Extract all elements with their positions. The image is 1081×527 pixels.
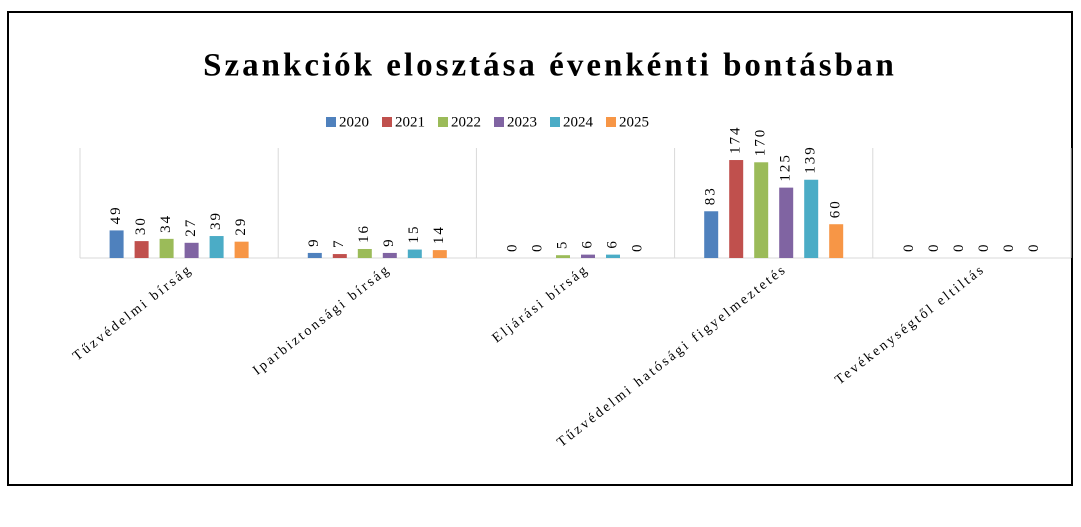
chart-title: Szankciók elosztása évenkénti bontásban [203, 48, 897, 84]
value-label: 83 [703, 186, 719, 205]
bar [382, 252, 397, 258]
value-label: 34 [158, 214, 174, 233]
value-label: 0 [1026, 243, 1042, 253]
bar [804, 179, 819, 258]
legend-swatch [606, 117, 616, 127]
legend-swatch [326, 117, 336, 127]
value-label: 0 [976, 243, 992, 253]
value-label: 29 [233, 217, 249, 236]
value-label: 170 [753, 128, 769, 157]
value-label: 139 [803, 145, 819, 174]
legend-label: 2025 [619, 114, 649, 130]
bar [109, 230, 124, 258]
value-label: 0 [504, 243, 520, 253]
bar [432, 250, 447, 258]
value-label: 5 [554, 240, 570, 250]
bar [704, 211, 719, 258]
bar [779, 187, 794, 258]
value-label: 0 [629, 243, 645, 253]
bar [407, 249, 422, 258]
value-label: 125 [778, 153, 794, 182]
value-label: 0 [901, 243, 917, 253]
value-label: 6 [604, 239, 620, 249]
bar [581, 254, 595, 258]
legend-label: 2020 [339, 114, 369, 130]
value-label: 9 [306, 237, 322, 247]
value-label: 15 [406, 225, 422, 244]
value-label: 39 [208, 211, 224, 230]
value-label: 0 [529, 243, 545, 253]
bar [159, 238, 174, 258]
value-label: 0 [1001, 243, 1017, 253]
legend-label: 2024 [563, 114, 594, 130]
bar [209, 236, 224, 258]
value-label: 6 [579, 239, 595, 249]
bar [357, 248, 372, 258]
value-label: 16 [356, 224, 372, 243]
value-label: 14 [431, 225, 447, 244]
value-label: 0 [926, 243, 942, 253]
bar [754, 162, 769, 258]
legend-label: 2021 [395, 114, 425, 130]
legend-swatch [550, 117, 560, 127]
legend-label: 2023 [507, 114, 537, 130]
value-label: 174 [728, 126, 744, 155]
value-label: 9 [381, 237, 397, 247]
value-label: 7 [331, 239, 347, 249]
value-label: 30 [133, 216, 149, 235]
value-label: 60 [828, 199, 844, 218]
legend-label: 2022 [451, 114, 481, 130]
bar [234, 241, 249, 258]
legend-swatch [494, 117, 504, 127]
bar [729, 160, 744, 258]
bar [184, 242, 199, 258]
bar [606, 254, 620, 258]
value-label: 49 [108, 205, 124, 224]
bar [332, 254, 347, 258]
value-label: 27 [183, 218, 199, 237]
legend-swatch [382, 117, 392, 127]
legend-swatch [438, 117, 448, 127]
bar [134, 241, 149, 258]
bar [307, 252, 322, 258]
value-label: 0 [951, 243, 967, 253]
bar [556, 255, 570, 258]
bar [829, 224, 844, 258]
